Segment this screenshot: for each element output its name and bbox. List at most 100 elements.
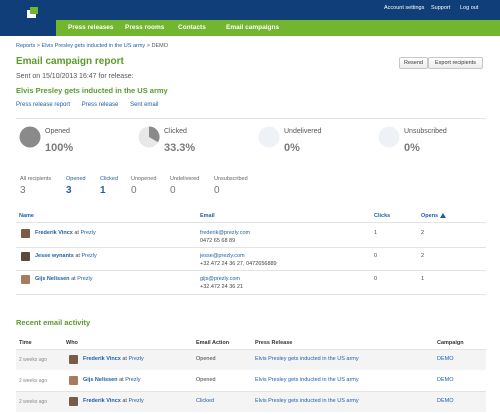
filter-unsubscribed[interactable]: Unsubscribed 0 [214,176,248,196]
column-time: Time [19,340,32,346]
organisation-link[interactable]: Prezly [128,356,144,362]
support-link[interactable]: Support [431,5,451,11]
avatar [21,229,30,238]
filter-label: Opened [66,176,86,182]
recipient-name[interactable]: Frederik Vincx at Prezly [35,230,96,236]
account-settings-link[interactable]: Account settings [384,5,425,11]
activity-who[interactable]: Gijs Nelissen at Prezly [83,377,140,383]
clicked-pie-icon [138,126,160,148]
activity-release-link[interactable]: Elvis Presley gets inducted in the US ar… [255,377,359,383]
breadcrumb-separator: > [146,43,150,49]
filter-count: 1 [100,185,106,196]
press-release-link[interactable]: Press release [81,102,119,108]
contact-name-link[interactable]: Gijs Nelissen [35,276,70,282]
at-text: at [74,230,79,236]
undelivered-pie-icon [258,126,280,148]
activity-who[interactable]: Frederik Vincx at Prezly [83,398,144,404]
recipient-clicks: 0 [374,253,378,259]
breadcrumb: Reports > Elvis Presley gets inducted in… [16,43,168,49]
recipient-phone: 0472 65 68 89 [200,238,236,244]
filter-opened[interactable]: Opened 3 [66,176,86,196]
stat-label: Clicked [164,128,187,135]
sent-info: Sent on 15/10/2013 16:47 for release: [16,73,134,80]
filter-undelivered[interactable]: Undelivered 0 [170,176,200,196]
avatar [69,397,78,406]
report-links: Press release report Press release Sent … [16,102,168,108]
filter-count: 0 [131,185,137,196]
contact-name-link[interactable]: Frederik Vincx [83,356,121,362]
recipient-name[interactable]: Jesse wynants at Prezly [35,253,97,259]
activity-time: 2 weeks ago [19,357,48,363]
stat-label: Undelivered [284,128,322,135]
activity-who[interactable]: Frederik Vincx at Prezly [83,356,144,362]
activity-campaign-link[interactable]: DEMO [437,398,454,404]
contact-name-link[interactable]: Frederik Vincx [83,398,121,404]
log-out-link[interactable]: Log out [460,5,479,11]
filter-clicked[interactable]: Clicked 1 [100,176,118,196]
sort-up-icon[interactable] [439,213,446,219]
activity-time: 2 weeks ago [19,399,48,405]
divider [16,391,486,392]
divider [16,222,486,223]
sent-email-link[interactable]: Sent email [130,102,159,108]
nav-press-releases[interactable]: Press releases [68,24,114,31]
filter-unopened[interactable]: Unopened 0 [131,176,156,196]
stat-value: 0% [404,142,420,154]
at-text: at [75,253,80,259]
breadcrumb-reports[interactable]: Reports [16,43,36,49]
nav-press-rooms[interactable]: Press rooms [125,24,165,31]
filter-all-recipients[interactable]: All recipients 3 [20,176,51,196]
recipient-phone: +32.472 24 36 21 [200,284,243,290]
organisation-link[interactable]: Prezly [77,276,93,282]
column-name[interactable]: Name [19,213,34,219]
prezly-logo-icon[interactable] [27,7,38,18]
filter-count: 0 [170,185,176,196]
activity-release-link[interactable]: Elvis Presley gets inducted in the US ar… [255,356,359,362]
press-release-report-link[interactable]: Press release report [16,102,71,108]
contact-name-link[interactable]: Gijs Nelissen [83,377,118,383]
contact-name-link[interactable]: Frederik Vincx [35,230,73,236]
divider [16,294,486,295]
stat-value: 0% [284,142,300,154]
release-title[interactable]: Elvis Presley gets inducted in the US ar… [16,86,168,95]
at-text: at [122,398,127,404]
recipient-email[interactable]: gijs@prezly.com [200,276,241,282]
recipient-email[interactable]: jesse@prezly.com [200,253,245,259]
column-email-action: Email Action [196,340,230,346]
organisation-link[interactable]: Prezly [81,253,97,259]
organisation-link[interactable]: Prezly [125,377,141,383]
recipient-phone: +32.472 24 36 27, 0472656889 [200,261,277,267]
organisation-link[interactable]: Prezly [128,398,144,404]
column-press-release: Press Release [255,340,293,346]
column-clicks[interactable]: Clicks [374,213,391,219]
nav-contacts[interactable]: Contacts [178,24,206,31]
activity-campaign-link[interactable]: DEMO [437,377,454,383]
contact-name-link[interactable]: Jesse wynants [35,253,74,259]
filter-count: 0 [214,185,220,196]
filter-label: Undelivered [170,176,200,182]
activity-release-link[interactable]: Elvis Presley gets inducted in the US ar… [255,398,359,404]
unsubscribed-pie-icon [378,126,400,148]
at-text: at [122,356,127,362]
column-opens[interactable]: Opens [421,213,446,219]
recipient-name[interactable]: Gijs Nelissen at Prezly [35,276,92,282]
avatar [69,355,78,364]
activity-row [16,350,486,370]
main-nav [56,20,500,36]
divider [16,349,486,350]
activity-campaign-link[interactable]: DEMO [437,356,454,362]
resend-button[interactable]: Resend [399,57,428,69]
export-recipients-button[interactable]: Export recipients [428,57,483,69]
filter-count: 3 [20,185,26,196]
organisation-link[interactable]: Prezly [80,230,96,236]
nav-email-campaigns[interactable]: Email campaigns [226,24,280,31]
activity-action: Clicked [196,398,215,404]
breadcrumb-release[interactable]: Elvis Presley gets inducted in the US ar… [41,43,146,49]
filter-count: 3 [66,185,72,196]
recipient-clicks: 1 [374,230,378,236]
column-email[interactable]: Email [200,213,215,219]
recipient-email[interactable]: frederik@prezly.com [200,230,251,236]
column-who: Who [66,340,78,346]
at-text: at [71,276,76,282]
column-opens-label: Opens [421,213,439,219]
